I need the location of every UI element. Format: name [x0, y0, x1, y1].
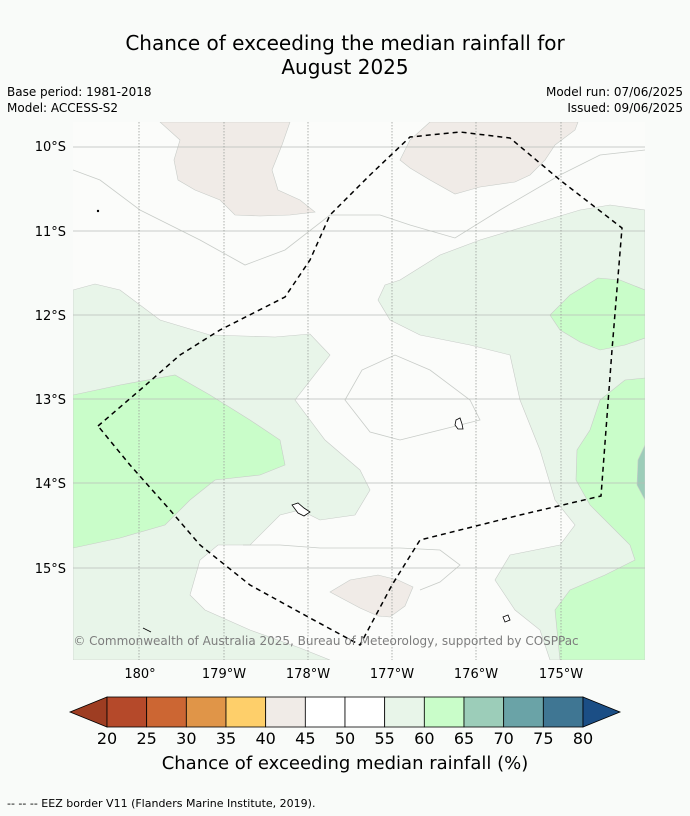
- model-run: Model run: 07/06/2025: [545, 85, 683, 99]
- contour-line: [344, 354, 481, 441]
- colorbar-tick-label: 20: [96, 729, 118, 748]
- lat-label: 14°S: [35, 477, 66, 492]
- lat-label: 13°S: [35, 393, 66, 408]
- colorbar-segment: [503, 696, 544, 728]
- colorbar-segment: [185, 696, 227, 728]
- longitude-labels: 180° 179°W 178°W 177°W 176°W 175°W: [124, 667, 583, 682]
- island: [502, 614, 511, 623]
- latitude-gridlines: [73, 146, 645, 569]
- title-line-2: August 2025: [281, 55, 409, 79]
- colorbar: [68, 696, 622, 728]
- contour-line: [73, 149, 645, 266]
- contour-line: [243, 544, 461, 591]
- eez-border: [96, 131, 623, 647]
- meta-left: Base period: 1981-2018 Model: ACCESS-S2: [7, 84, 152, 116]
- colorbar-segment: [265, 696, 306, 728]
- colorbar-tick-label: 35: [215, 729, 237, 748]
- region-60-65-northeast: [549, 277, 645, 351]
- colorbar-tick-label: 80: [572, 729, 594, 748]
- colorbar-tick-label: 30: [176, 729, 197, 748]
- lat-label: 11°S: [35, 225, 66, 240]
- colorbar-segment: [225, 696, 267, 728]
- colorbar-segment: [384, 696, 425, 728]
- copyright-notice: © Commonwealth of Australia 2025, Bureau…: [73, 634, 578, 648]
- region-65-70: [636, 444, 645, 501]
- colorbar-tick-label: 50: [334, 729, 356, 748]
- region-60-65-east: [554, 377, 645, 660]
- lat-label: 10°S: [35, 140, 66, 155]
- colorbar-tick-label: 45: [295, 729, 316, 748]
- base-period: Base period: 1981-2018: [7, 85, 152, 99]
- islands: [96, 209, 511, 633]
- meta-right: Model run: 07/06/2025 Issued: 09/06/2025: [546, 84, 683, 116]
- region-60-65-west: [73, 374, 286, 549]
- lon-label: 176°W: [454, 667, 498, 682]
- colorbar-tick-label: 75: [533, 729, 554, 748]
- colorbar-segment: [423, 696, 465, 728]
- colorbar-tick-label: 70: [493, 729, 514, 748]
- longitude-gridlines: [138, 122, 562, 660]
- colorbar-tick-label: 55: [374, 729, 395, 748]
- colorbar-segment: [542, 696, 584, 728]
- issued-date: Issued: 09/06/2025: [567, 101, 683, 115]
- title-line-1: Chance of exceeding the median rainfall …: [125, 31, 565, 55]
- map-title: Chance of exceeding the median rainfall …: [0, 31, 690, 79]
- latitude-labels: 10°S 11°S 12°S 13°S 14°S 15°S: [35, 140, 66, 577]
- colorbar-segment: [463, 696, 505, 728]
- island: [291, 502, 311, 517]
- colorbar-segment: [106, 696, 148, 728]
- lon-label: 177°W: [370, 667, 414, 682]
- eez-footnote: -- -- -- EEZ border V11 (Flanders Marine…: [7, 797, 316, 810]
- lon-label: 175°W: [539, 667, 583, 682]
- colorbar-tick-label: 40: [255, 729, 276, 748]
- lon-label: 180°: [124, 667, 155, 682]
- colorbar-tick-label: 60: [414, 729, 435, 748]
- colorbar-segment: [146, 696, 187, 728]
- colorbar-tick-label: 65: [453, 729, 475, 748]
- region-40-45-north-left: [159, 122, 316, 217]
- region-40-45-north-right: [399, 122, 579, 195]
- island: [454, 417, 464, 430]
- colorbar-extend-high: [582, 696, 622, 728]
- lon-label: 178°W: [286, 667, 330, 682]
- model-name: Model: ACCESS-S2: [7, 101, 119, 115]
- island: [96, 209, 100, 213]
- colorbar-segment: [344, 696, 386, 728]
- colorbar-label: Chance of exceeding median rainfall (%): [161, 753, 529, 774]
- island: [142, 627, 152, 633]
- colorbar-segment: [304, 696, 346, 728]
- lon-label: 179°W: [202, 667, 246, 682]
- colorbar-extend-low: [68, 696, 108, 728]
- lat-label: 12°S: [35, 309, 66, 324]
- colorbar-tick-label: 25: [136, 729, 157, 748]
- lat-label: 15°S: [35, 562, 66, 577]
